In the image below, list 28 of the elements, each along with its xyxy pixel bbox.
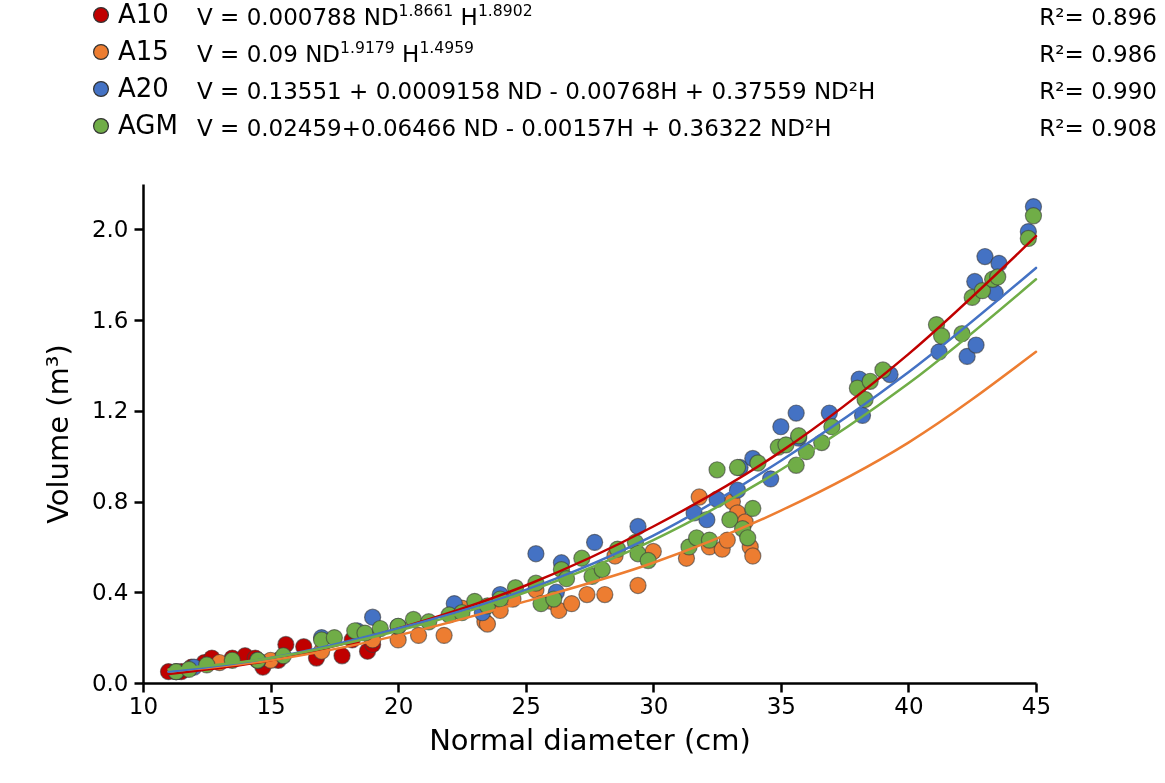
x-tick-label: 10 [128,692,159,719]
text: R²= 0.990 [1039,78,1157,104]
y-tick-label: 0.4 [91,578,129,605]
legend-label: A10 [118,0,169,29]
text: V = 0.09 ND$^{1.9179}$ H$^{1.4959}$ [197,37,475,67]
x-axis-title: Normal diameter (cm) [429,722,751,757]
x-tick-label: 45 [1021,692,1052,719]
text: R²= 0.986 [1039,41,1157,67]
x-tick-label: 25 [511,692,541,719]
y-tick-label: 0.0 [91,669,129,696]
y-tick-label: 1.6 [91,306,129,333]
y-tick-label: 0.8 [91,488,129,515]
x-tick-label: 30 [639,692,669,719]
x-tick-label: 15 [256,692,286,719]
text: R²= 0.896 [1039,4,1157,30]
y-tick-label: 2.0 [91,215,129,242]
text: V = 0.13551 + 0.0009158 ND - 0.00768H + 0.37559 ND²H [197,78,876,104]
text: R²= 0.908 [1039,115,1157,141]
text: V = 0.02459+0.06466 ND - 0.00157H + 0.36322 ND²H [197,115,832,141]
x-tick-label: 35 [766,692,796,719]
text: V = 0.000788 ND$^{1.8661}$ H$^{1.8902}$ [197,0,533,30]
y-tick-label: 1.2 [91,397,129,424]
x-tick-label: 20 [384,692,414,719]
legend-label: AGM [118,110,178,140]
legend-label: A15 [118,36,169,66]
x-tick-label: 40 [894,692,924,719]
legend-label: A20 [118,73,169,103]
y-axis-title: Volume (m³) [40,344,75,524]
